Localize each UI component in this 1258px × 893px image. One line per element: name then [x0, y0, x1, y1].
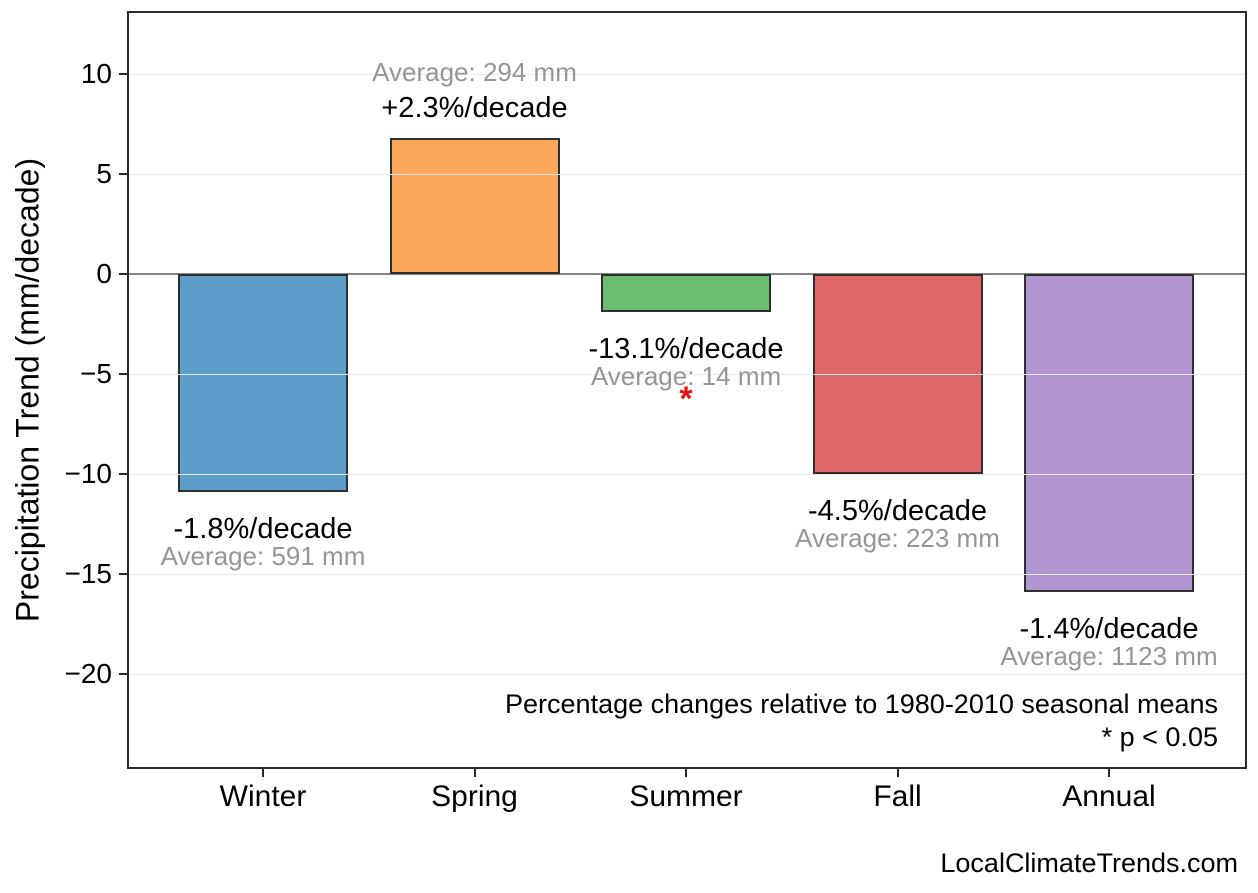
gridline-10 [129, 74, 1245, 75]
bar-summer [601, 274, 771, 312]
x-tick-fall [896, 768, 899, 777]
average-label-spring: Average: 294 mm [372, 57, 577, 87]
y-tick--5 [119, 373, 128, 375]
y-tick--10 [119, 473, 128, 475]
trend-label-fall: -4.5%/decade [808, 495, 987, 527]
x-tick-winter [262, 768, 264, 777]
y-tick--20 [119, 673, 128, 675]
x-tick-label-spring: Spring [431, 780, 518, 813]
significance-marker-summer: * [679, 380, 693, 418]
bar-winter [178, 274, 348, 492]
trend-label-annual: -1.4%/decade [1019, 613, 1199, 645]
y-tick-5 [119, 173, 128, 175]
y-tick-label--5: −5 [80, 358, 112, 389]
gridline--15 [129, 574, 1245, 575]
average-label-fall: Average: 223 mm [795, 523, 1000, 553]
footnote-line1: Percentage changes relative to 1980-2010… [505, 689, 1218, 719]
trend-label-summer: -13.1%/decade [588, 333, 784, 365]
x-tick-label-fall: Fall [873, 780, 922, 813]
y-tick-label-5: 5 [96, 158, 112, 189]
x-tick-spring [473, 768, 476, 777]
y-tick-label--10: −10 [64, 458, 113, 489]
y-tick-0 [119, 273, 128, 275]
y-tick-10 [119, 73, 128, 75]
gridline--5 [129, 374, 1245, 375]
x-tick-label-winter: Winter [219, 780, 307, 813]
x-tick-annual [1108, 768, 1110, 777]
bar-annual [1024, 274, 1194, 592]
trend-label-spring: +2.3%/decade [381, 92, 568, 124]
y-tick--15 [119, 573, 128, 575]
y-tick-label--20: −20 [64, 658, 113, 689]
footnote: Percentage changes relative to 1980-2010… [505, 688, 1218, 754]
x-tick-label-annual: Annual [1062, 780, 1156, 813]
gridline--20 [129, 674, 1245, 675]
x-tick-label-summer: Summer [629, 780, 743, 813]
trend-label-winter: -1.8%/decade [173, 513, 353, 545]
average-label-summer: Average: 14 mm [590, 361, 782, 391]
average-label-annual: Average: 1123 mm [1000, 641, 1218, 671]
footnote-line2: * p < 0.05 [1101, 722, 1218, 752]
y-tick-label-0: 0 [96, 258, 112, 289]
gridline--10 [129, 474, 1245, 475]
bar-spring [389, 138, 560, 274]
x-tick-summer [685, 768, 687, 777]
y-tick-label-10: 10 [80, 58, 112, 89]
gridline-5 [129, 174, 1245, 175]
average-label-winter: Average: 591 mm [160, 541, 366, 571]
watermark: LocalClimateTrends.com [940, 848, 1238, 878]
y-tick-label--15: −15 [64, 558, 113, 589]
